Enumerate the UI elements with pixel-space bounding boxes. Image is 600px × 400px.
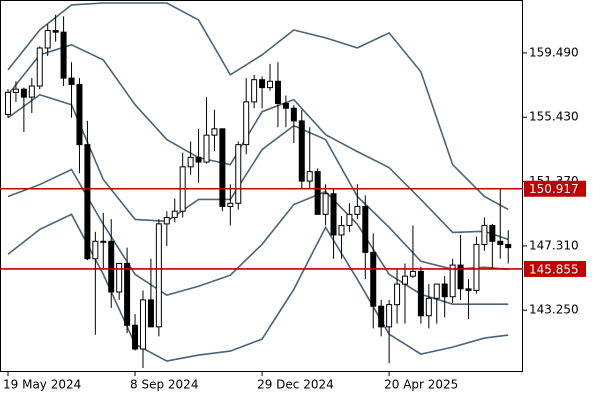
candle-body [386,304,393,328]
candle-body [338,224,345,236]
candle-body [322,193,329,215]
candle-body [139,299,146,350]
candle-body [362,205,369,253]
candle-body [203,134,210,163]
candle-body [370,251,377,307]
price-label: 150.917 [529,182,579,196]
y-tick-label: 159.490 [529,45,579,59]
candle-body [457,264,464,290]
candle-body [227,202,234,207]
candle-body [409,270,416,277]
candle-body [330,193,337,236]
candle-body [52,30,59,33]
candle-body [36,47,43,87]
bollinger-band [7,43,509,241]
candle-body [20,88,27,98]
candle-body [505,243,512,249]
candle-body [44,30,51,49]
candle-body [274,80,281,104]
candle-body [267,80,274,89]
candle-body [60,31,67,79]
candle-body [243,101,250,146]
candle-body [5,91,11,116]
candle-body [298,120,305,182]
candle-body [497,240,504,245]
candle-body [449,264,456,298]
price-label-bg [524,180,586,197]
price-label-bg [524,260,586,277]
candle-body [28,85,35,98]
candle-body [473,243,480,291]
candle-body [481,224,488,245]
candle-body [354,205,361,215]
x-tick-label: 20 Apr 2025 [384,378,458,392]
candle-body [425,297,432,317]
y-tick-label: 147.310 [529,238,579,252]
candle-body [12,88,19,93]
candle-body [235,144,242,204]
candle-body [433,283,440,299]
y-tick-label: 143.250 [529,303,579,317]
candle-body [163,217,170,225]
y-tick-label: 155.430 [529,110,579,124]
candle-body [100,240,107,243]
bollinger-band [7,2,509,211]
candle-body [402,275,408,285]
candle-body [219,128,226,207]
candle-body [394,283,401,306]
candle-body [251,79,258,103]
x-tick-label: 19 May 2024 [3,378,81,392]
candle-body [68,77,75,85]
candle-body [155,223,162,328]
candle-body [378,305,385,328]
candle-body [171,210,178,219]
candle-body [124,262,131,326]
candle-body [306,171,313,182]
candle-body [282,102,289,109]
candle-body [116,262,123,293]
candle-body [84,144,91,260]
candle-body [465,288,472,291]
bollinger-band [7,93,509,271]
candle-body [92,240,99,260]
candle-body [290,107,297,122]
x-tick-label: 8 Sep 2024 [130,378,198,392]
candle-body [314,171,321,215]
candle-body [187,156,194,168]
candle-body [211,128,218,136]
price-label: 145.855 [529,262,579,276]
candle-body [259,79,266,89]
candle-body [132,324,139,350]
candle-body [108,240,115,293]
x-tick-label: 29 Dec 2024 [257,378,334,392]
candle-body [76,83,83,146]
bollinger-band [7,168,509,305]
candle-body [417,270,424,317]
candle-body [489,224,496,242]
candle-body [147,299,154,328]
candle-body [346,213,353,226]
candle-body [441,283,448,298]
candle-body [195,156,202,163]
